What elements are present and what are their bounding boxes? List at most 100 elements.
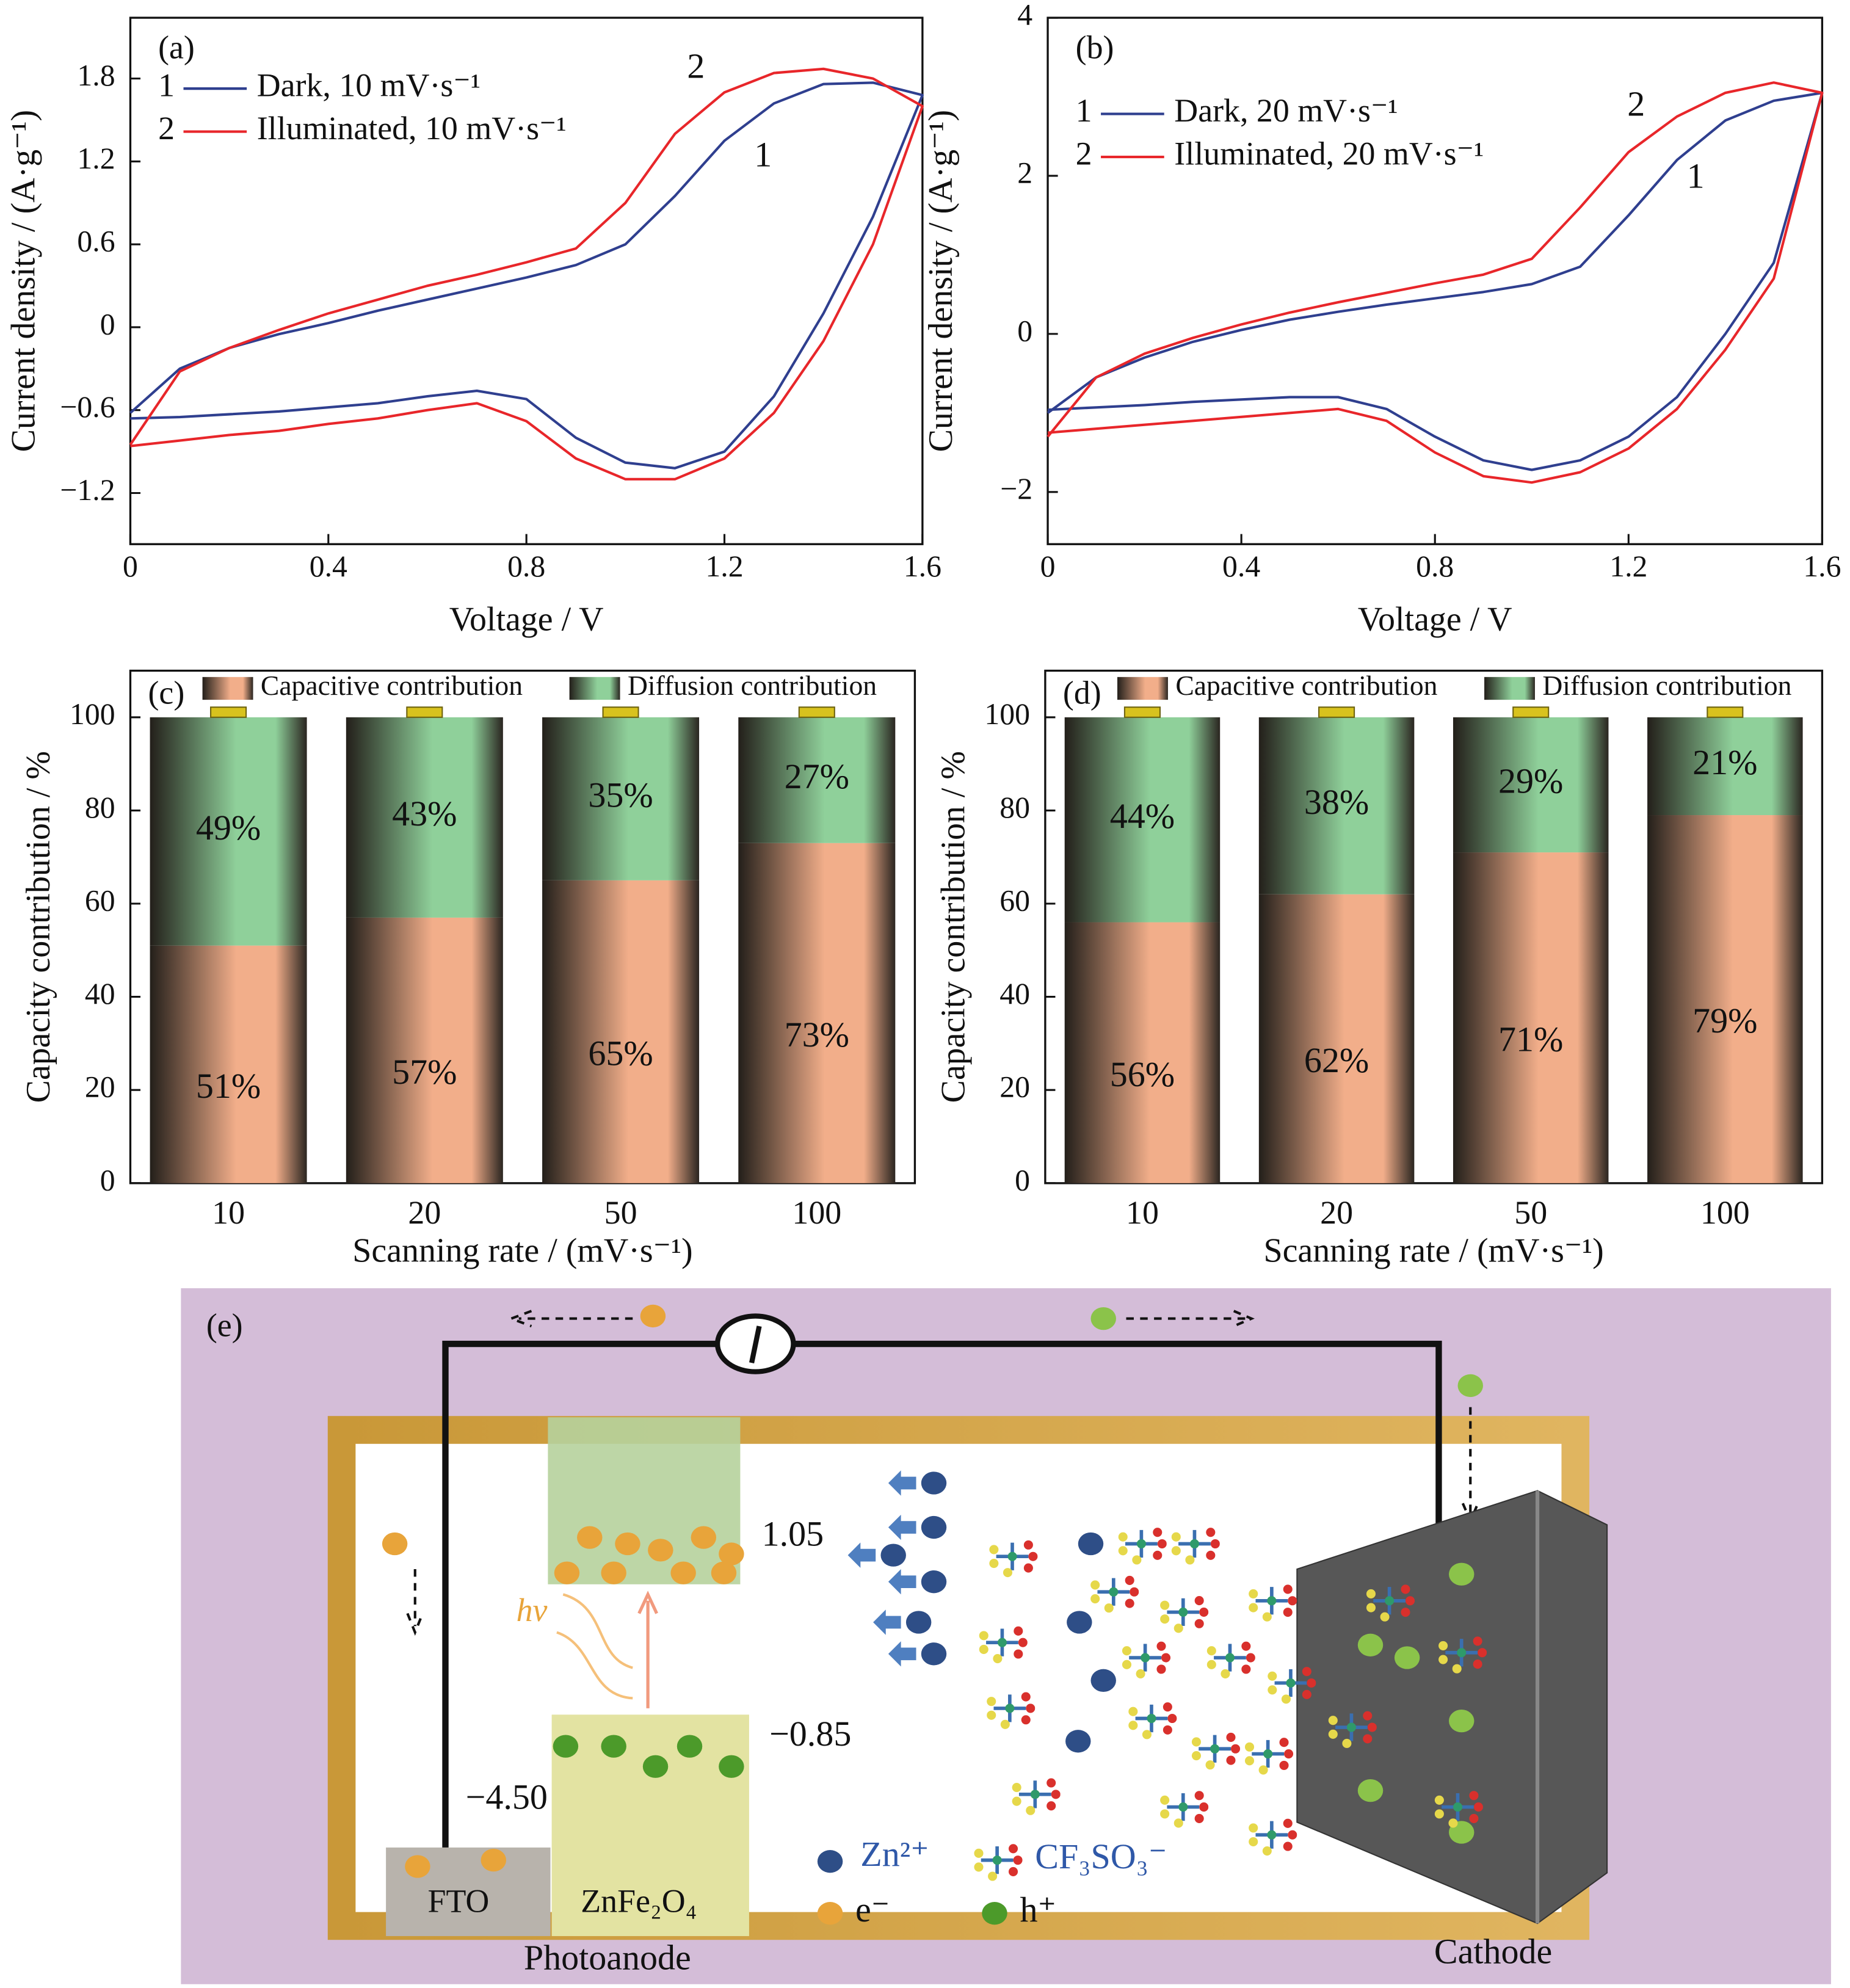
legend-label: Diffusion contribution bbox=[628, 670, 877, 701]
y-tick-label: 4 bbox=[1017, 0, 1032, 31]
y-tick-label: 1.2 bbox=[77, 142, 115, 175]
photon-label: hν bbox=[517, 1592, 548, 1628]
chart-panel: −2 0 2 4 Current density / (A·g⁻¹) Voltage / … bbox=[922, 0, 1841, 639]
value-label: 51% bbox=[196, 1066, 261, 1106]
cv-curve bbox=[129, 81, 924, 470]
battery-cap bbox=[1707, 706, 1744, 718]
semiconductor-label: ZnFe₂O₄ bbox=[581, 1883, 697, 1920]
chart-panel: −1.2 −0.6 0 0.6 1.2 1.8 Current density / (A·g… bbox=[4, 16, 941, 639]
bar-segment bbox=[1258, 717, 1415, 894]
curve-number: 1 bbox=[1687, 156, 1705, 196]
energy-level: −0.85 bbox=[769, 1714, 851, 1754]
axes-frame bbox=[129, 16, 924, 545]
bar-segment bbox=[150, 945, 307, 1183]
legend-swatch bbox=[569, 677, 620, 700]
y-tick-label: 20 bbox=[999, 1070, 1030, 1104]
x-axis-title: Voltage / V bbox=[449, 601, 604, 639]
y-tick-label: 60 bbox=[999, 883, 1030, 917]
energy-level: 1.05 bbox=[762, 1514, 824, 1553]
panel-label: (d) bbox=[1063, 674, 1101, 711]
legend-number: 2 bbox=[158, 110, 175, 147]
x-tick-label: 1.2 bbox=[705, 550, 743, 583]
legend-label: e⁻ bbox=[855, 1890, 890, 1929]
battery-cap bbox=[798, 706, 835, 718]
x-tick-label: 100 bbox=[1700, 1194, 1750, 1231]
legend-label: Diffusion contribution bbox=[1542, 670, 1791, 701]
battery-cap bbox=[406, 706, 443, 718]
legend-label: CF₃SO₃⁻ bbox=[1035, 1837, 1167, 1876]
y-axis-title: Capacity contribution / % bbox=[935, 751, 973, 1103]
y-tick-label: 1.8 bbox=[77, 59, 115, 92]
diagram-panel: (e) 1.05 −0.85 −4.50 hν FTO ZnFe₂O₄ Phot… bbox=[181, 1288, 1831, 1984]
bar-segment bbox=[1258, 894, 1415, 1183]
conduction-band bbox=[548, 1417, 741, 1584]
x-tick-label: 50 bbox=[1514, 1194, 1547, 1231]
panel-label: (c) bbox=[148, 674, 184, 711]
fto-label: FTO bbox=[428, 1883, 490, 1920]
y-tick-label: 80 bbox=[999, 791, 1030, 824]
axes-frame bbox=[129, 669, 916, 1184]
x-tick-label: 0.4 bbox=[310, 550, 347, 583]
legend-number: 1 bbox=[158, 67, 175, 103]
photoanode-label: Photoanode bbox=[524, 1938, 691, 1978]
curve-number: 2 bbox=[687, 46, 705, 85]
x-tick-label: 100 bbox=[792, 1194, 841, 1231]
y-axis-title: Capacity contribution / % bbox=[20, 751, 57, 1103]
bar-segment bbox=[542, 880, 700, 1183]
value-label: 71% bbox=[1498, 1020, 1563, 1059]
wire bbox=[442, 1340, 1442, 1848]
chart-panel: 0 20 40 60 80 100 Capacity contribution / % Sca… bbox=[20, 669, 916, 1270]
legend-label: h⁺ bbox=[1020, 1890, 1056, 1929]
y-tick-label: −2 bbox=[1000, 472, 1032, 506]
bar-segment bbox=[1064, 717, 1221, 923]
bar-segment bbox=[346, 917, 503, 1183]
hole bbox=[1090, 1307, 1116, 1330]
energy-level: −4.50 bbox=[466, 1777, 548, 1817]
y-tick-label: −1.2 bbox=[60, 473, 115, 507]
value-label: 73% bbox=[785, 1015, 849, 1054]
x-tick-label: 1.6 bbox=[904, 550, 941, 583]
legend-label: Zn²⁺ bbox=[860, 1834, 929, 1874]
legend-label: Dark, 10 mV·s⁻¹ bbox=[257, 67, 481, 103]
legend-number: 1 bbox=[1076, 92, 1092, 129]
holes bbox=[553, 1735, 744, 1778]
electron bbox=[382, 1532, 408, 1556]
value-label: 38% bbox=[1304, 782, 1369, 822]
electron bbox=[640, 1304, 666, 1328]
curve-number: 1 bbox=[754, 134, 772, 174]
axes-frame bbox=[1044, 669, 1824, 1184]
x-tick-label: 20 bbox=[1320, 1194, 1353, 1231]
cathode-holes bbox=[1357, 1562, 1475, 1844]
value-label: 43% bbox=[392, 794, 457, 833]
battery-cap bbox=[210, 706, 247, 718]
bar-segment bbox=[1453, 852, 1609, 1183]
hole bbox=[1457, 1374, 1483, 1398]
legend-label: Capacitive contribution bbox=[1175, 670, 1437, 701]
cv-curve bbox=[1047, 81, 1824, 484]
legend-label: Dark, 20 mV·s⁻¹ bbox=[1174, 92, 1398, 129]
y-tick-label: 100 bbox=[984, 697, 1030, 731]
legend-swatch bbox=[1117, 677, 1168, 700]
bar-segment bbox=[1453, 717, 1609, 853]
y-axis-title: Current density / (A·g⁻¹) bbox=[4, 110, 42, 452]
y-tick-label: 0 bbox=[100, 307, 115, 341]
x-tick-label: 0.8 bbox=[507, 550, 545, 583]
bar-segment bbox=[542, 717, 700, 880]
bar-segment bbox=[1647, 815, 1803, 1183]
arrow bbox=[406, 1569, 424, 1636]
y-tick-label: 60 bbox=[85, 883, 115, 917]
y-tick-label: 100 bbox=[70, 697, 115, 731]
legend-electron bbox=[817, 1902, 843, 1925]
bar-segment bbox=[738, 717, 896, 843]
panel-label: (a) bbox=[158, 29, 195, 65]
value-label: 65% bbox=[588, 1034, 653, 1073]
x-axis-title: Scanning rate / (mV·s⁻¹) bbox=[352, 1232, 692, 1270]
meter-needle bbox=[749, 1326, 762, 1363]
x-tick-label: 0.8 bbox=[1416, 550, 1454, 583]
bar-segment bbox=[1064, 922, 1221, 1183]
axes-frame bbox=[1047, 16, 1824, 545]
bar-segment bbox=[738, 843, 896, 1183]
arrow bbox=[1126, 1310, 1255, 1327]
x-tick-label: 10 bbox=[1126, 1194, 1159, 1231]
light-arrows bbox=[556, 1593, 633, 1700]
